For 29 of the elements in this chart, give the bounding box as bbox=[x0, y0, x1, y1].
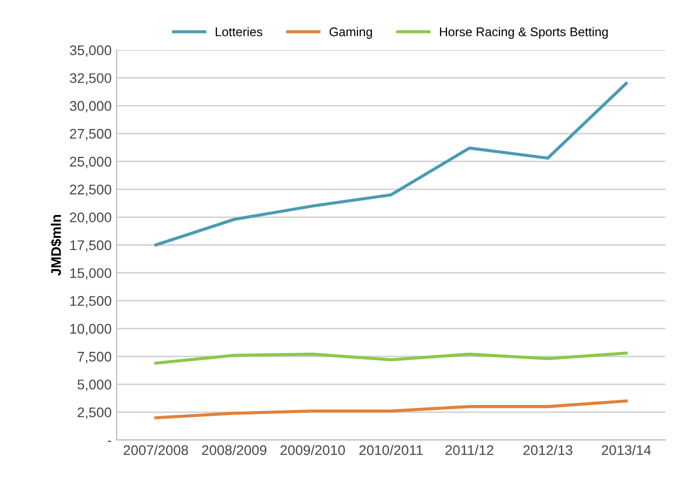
y-tick-label: 10,000 bbox=[70, 324, 112, 336]
x-tick-label: 2011/12 bbox=[446, 444, 494, 456]
x-tick-label: 2013/14 bbox=[602, 444, 651, 456]
line-series bbox=[154, 352, 628, 365]
x-tick-label: 2012/13 bbox=[523, 444, 572, 456]
y-axis-title: JMD$mln bbox=[50, 214, 62, 276]
y-tick-label: 15,000 bbox=[70, 268, 112, 280]
y-tick-label: - bbox=[108, 440, 112, 442]
legend-label: Lotteries bbox=[216, 27, 262, 36]
y-tick-label: 32,500 bbox=[70, 73, 112, 85]
line-series bbox=[154, 82, 628, 247]
y-tick-label: 27,500 bbox=[70, 128, 112, 140]
x-tick-label: 2010/2011 bbox=[359, 444, 423, 456]
x-tick-label: 2009/2010 bbox=[280, 444, 345, 456]
y-tick-label: 30,000 bbox=[70, 101, 112, 113]
y-tick-label: 35,000 bbox=[70, 45, 112, 57]
y-tick-label: 12,500 bbox=[70, 296, 112, 308]
y-tick-label: 22,500 bbox=[70, 184, 112, 196]
line-series bbox=[154, 399, 628, 420]
legend-label: Horse Racing & Sports Betting bbox=[440, 27, 608, 39]
x-tick-label: 2008/2009 bbox=[202, 444, 266, 456]
x-tick-label: 2007/2008 bbox=[124, 444, 188, 456]
legend-label: Gaming bbox=[330, 27, 372, 39]
y-tick-label: 2,500 bbox=[78, 407, 112, 419]
y-tick-label: 25,000 bbox=[70, 156, 112, 168]
y-tick-label: 7,500 bbox=[78, 352, 112, 364]
y-tick-label: 17,500 bbox=[70, 240, 112, 252]
y-tick-label: 20,000 bbox=[70, 212, 112, 224]
y-tick-label: 5,000 bbox=[78, 380, 112, 392]
